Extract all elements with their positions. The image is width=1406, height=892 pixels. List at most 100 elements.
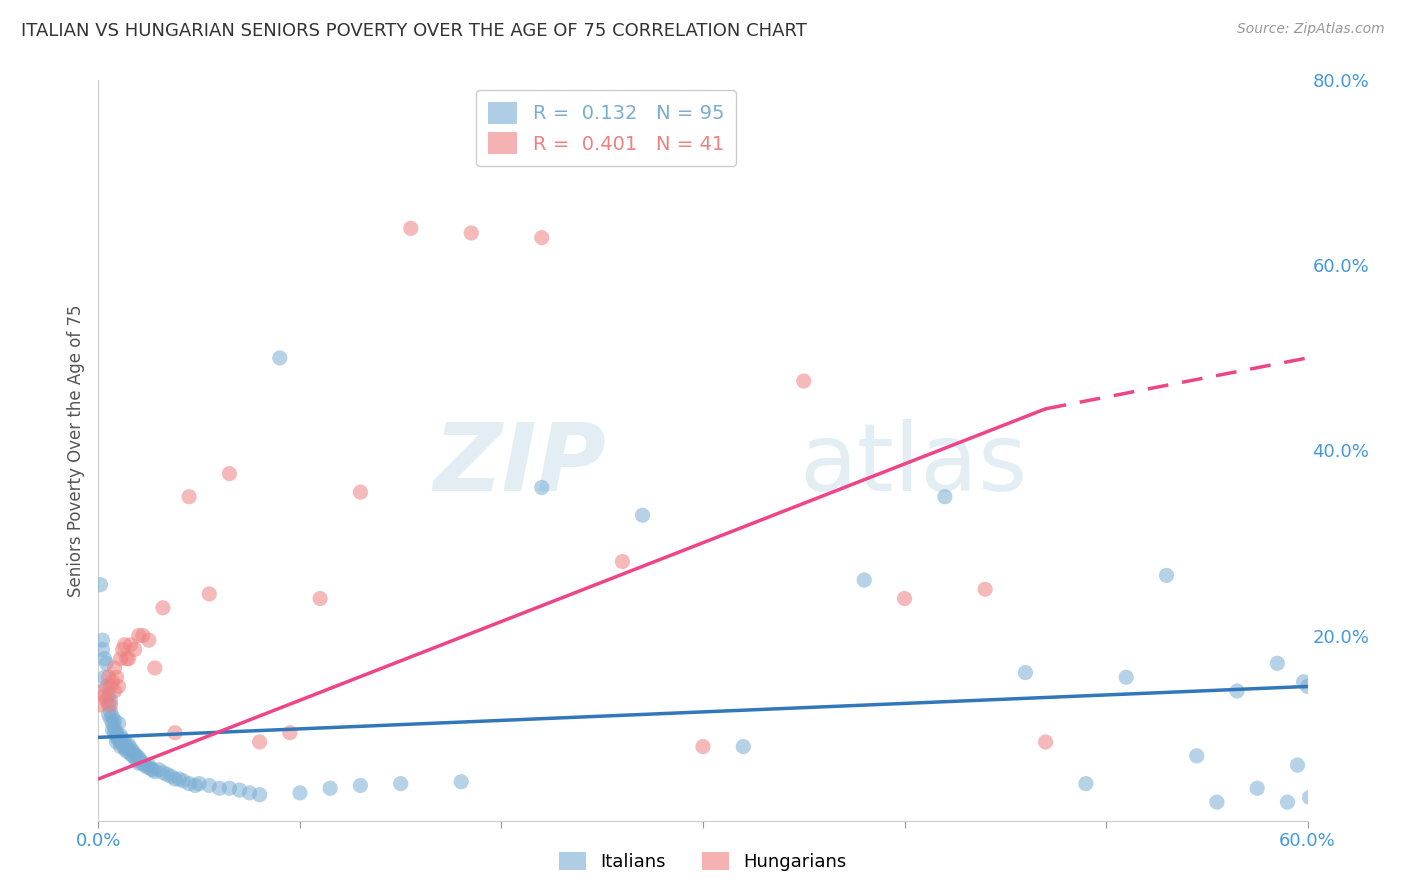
Point: [309, 591, 332, 606]
Point: [179, 776, 201, 791]
Point: [91, 684, 114, 698]
Point: [101, 710, 124, 724]
Point: [269, 351, 291, 365]
Point: [138, 633, 160, 648]
Point: [101, 716, 124, 731]
Point: [530, 481, 553, 495]
Point: [107, 680, 129, 694]
Point: [152, 600, 174, 615]
Point: [198, 587, 221, 601]
Point: [121, 744, 143, 758]
Point: [114, 741, 136, 756]
Point: [1298, 790, 1320, 805]
Point: [103, 725, 125, 739]
Point: [124, 747, 146, 761]
Point: [934, 490, 956, 504]
Point: [172, 773, 194, 788]
Point: [103, 661, 125, 675]
Point: [118, 743, 141, 757]
Point: [128, 628, 150, 642]
Point: [115, 651, 138, 665]
Point: [128, 750, 150, 764]
Point: [96, 657, 118, 671]
Point: [163, 772, 186, 786]
Point: [1246, 781, 1268, 796]
Point: [389, 776, 412, 791]
Point: [105, 725, 128, 739]
Point: [1267, 657, 1289, 671]
Point: [100, 712, 122, 726]
Point: [692, 739, 714, 754]
Point: [100, 693, 122, 707]
Point: [1035, 735, 1057, 749]
Point: [198, 779, 221, 793]
Point: [105, 670, 128, 684]
Point: [1156, 568, 1178, 582]
Point: [399, 221, 422, 235]
Text: atlas: atlas: [800, 419, 1028, 511]
Point: [974, 582, 997, 597]
Point: [138, 758, 160, 772]
Point: [107, 732, 129, 747]
Point: [89, 577, 111, 591]
Point: [128, 756, 150, 771]
Text: Source: ZipAtlas.com: Source: ZipAtlas.com: [1237, 22, 1385, 37]
Point: [1292, 674, 1315, 689]
Point: [319, 781, 342, 796]
Point: [218, 467, 240, 481]
Point: [228, 783, 250, 797]
Point: [612, 554, 634, 569]
Point: [91, 642, 114, 657]
Point: [110, 739, 132, 754]
Point: [110, 651, 132, 665]
Legend: R =  0.132   N = 95, R =  0.401   N = 41: R = 0.132 N = 95, R = 0.401 N = 41: [477, 90, 737, 166]
Point: [1206, 795, 1229, 809]
Point: [124, 642, 146, 657]
Point: [93, 689, 115, 703]
Point: [97, 689, 120, 703]
Point: [96, 680, 118, 694]
Point: [103, 684, 125, 698]
Point: [1074, 776, 1097, 791]
Text: ZIP: ZIP: [433, 419, 606, 511]
Point: [143, 661, 166, 675]
Point: [118, 738, 141, 752]
Point: [132, 628, 155, 642]
Point: [114, 735, 136, 749]
Point: [115, 744, 138, 758]
Point: [91, 633, 114, 648]
Point: [288, 786, 311, 800]
Point: [96, 693, 118, 707]
Point: [163, 725, 186, 739]
Point: [143, 764, 166, 779]
Point: [120, 741, 142, 756]
Point: [124, 750, 146, 764]
Point: [93, 651, 115, 665]
Point: [1014, 665, 1036, 680]
Point: [107, 731, 129, 745]
Point: [135, 760, 157, 774]
Point: [129, 754, 152, 768]
Point: [450, 774, 472, 789]
Point: [118, 651, 141, 665]
Point: [1226, 684, 1249, 698]
Point: [1277, 795, 1299, 809]
Point: [100, 698, 122, 712]
Point: [103, 721, 125, 735]
Point: [349, 779, 371, 793]
Point: [110, 729, 132, 743]
Legend: Italians, Hungarians: Italians, Hungarians: [551, 845, 855, 879]
Point: [218, 781, 240, 796]
Point: [132, 756, 155, 771]
Point: [114, 638, 136, 652]
Point: [733, 739, 755, 754]
Point: [142, 763, 165, 777]
Point: [1296, 680, 1319, 694]
Point: [530, 230, 553, 244]
Point: [152, 765, 174, 780]
Point: [793, 374, 815, 388]
Point: [105, 735, 128, 749]
Point: [134, 758, 156, 772]
Point: [1115, 670, 1137, 684]
Text: ITALIAN VS HUNGARIAN SENIORS POVERTY OVER THE AGE OF 75 CORRELATION CHART: ITALIAN VS HUNGARIAN SENIORS POVERTY OVE…: [21, 22, 807, 40]
